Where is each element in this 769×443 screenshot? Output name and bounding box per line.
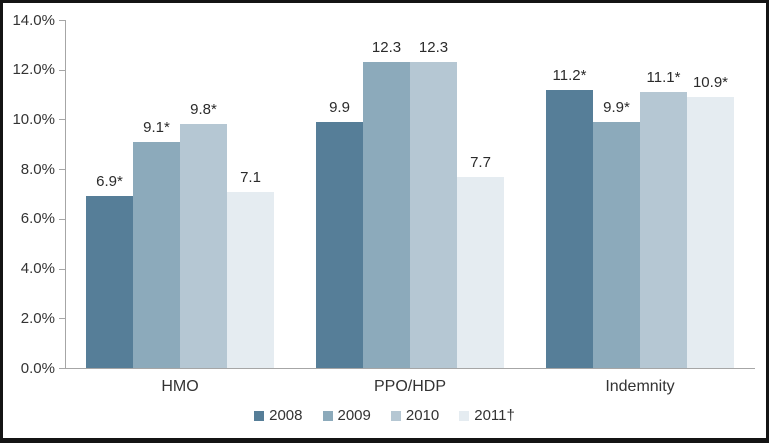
bar-2009-hmo xyxy=(133,141,180,368)
y-axis-tick-label: 6.0% xyxy=(20,210,55,228)
legend: 2008 2009 2010 2011† xyxy=(3,407,766,424)
bar-2011-ppohdp xyxy=(457,176,504,368)
y-axis-tick-label: 14.0% xyxy=(12,11,55,29)
bar-value-label: 9.8* xyxy=(190,101,217,119)
bar-value-label: 6.9* xyxy=(96,173,123,191)
bar-2009-indemnity xyxy=(593,121,640,368)
bar-value-label: 11.2* xyxy=(552,66,587,84)
legend-label: 2011† xyxy=(474,407,515,424)
bar-2008-ppohdp xyxy=(316,121,363,368)
y-axis-tick-label: 10.0% xyxy=(12,110,55,128)
bar-value-label: 7.7 xyxy=(470,153,491,171)
legend-item-2010: 2010 xyxy=(390,407,440,424)
legend-swatch-icon xyxy=(390,410,401,421)
bar-value-label: 9.9 xyxy=(329,98,350,116)
x-axis-category-label: HMO xyxy=(161,378,199,395)
bar-value-label: 11.1* xyxy=(646,69,681,87)
bar-2010-hmo xyxy=(180,124,227,368)
y-axis-tick-label: 2.0% xyxy=(20,309,55,327)
legend-item-2009: 2009 xyxy=(322,407,371,424)
bar-value-label: 12.3 xyxy=(371,39,402,57)
bar-value-label: 10.9* xyxy=(692,74,729,92)
bar-value-label: 9.1* xyxy=(143,118,170,136)
legend-swatch-icon xyxy=(459,410,470,421)
y-axis-line xyxy=(65,20,66,368)
y-axis-tick xyxy=(59,169,65,171)
y-axis-tick-label: 0.0% xyxy=(20,359,55,377)
y-axis-tick xyxy=(59,20,65,21)
bar-2009-ppohdp xyxy=(363,62,410,368)
y-axis-tick xyxy=(59,368,65,369)
bar-value-label: 12.3 xyxy=(418,39,449,57)
y-axis-tick xyxy=(59,268,65,270)
y-axis-tick xyxy=(59,218,65,220)
bar-2011-hmo xyxy=(227,191,274,368)
legend-item-2011: 2011† xyxy=(459,407,515,424)
x-axis-category-label: PPO/HDP xyxy=(373,378,446,395)
y-axis-tick-label: 8.0% xyxy=(20,160,55,178)
bar-2008-indemnity xyxy=(546,89,593,368)
bar-value-label: 7.1 xyxy=(240,168,261,186)
y-axis-tick-label: 12.0% xyxy=(12,61,55,79)
legend-label: 2009 xyxy=(337,407,371,424)
y-axis-tick xyxy=(59,69,65,71)
legend-label: 2010 xyxy=(405,407,440,424)
y-axis-tick xyxy=(59,119,65,121)
legend-swatch-icon xyxy=(322,410,333,421)
x-axis-line xyxy=(65,368,755,369)
legend-item-2008: 2008 xyxy=(254,407,303,424)
bar-2010-ppohdp xyxy=(410,62,457,368)
plot-area: 0.0% 2.0% 4.0% 6.0% 8.0% 10.0% 12.0% 14.0% 6.9* 9… xyxy=(3,3,766,438)
legend-swatch-icon xyxy=(254,410,265,421)
x-axis-category-label: Indemnity xyxy=(605,378,675,395)
bar-2008-hmo xyxy=(86,196,133,368)
bar-2011-indemnity xyxy=(687,97,734,368)
bar-value-label: 9.9* xyxy=(603,98,630,116)
legend-label: 2008 xyxy=(269,407,303,424)
y-axis-tick-label: 4.0% xyxy=(20,260,55,278)
bar-2010-indemnity xyxy=(640,92,687,368)
y-axis-tick xyxy=(59,318,65,320)
